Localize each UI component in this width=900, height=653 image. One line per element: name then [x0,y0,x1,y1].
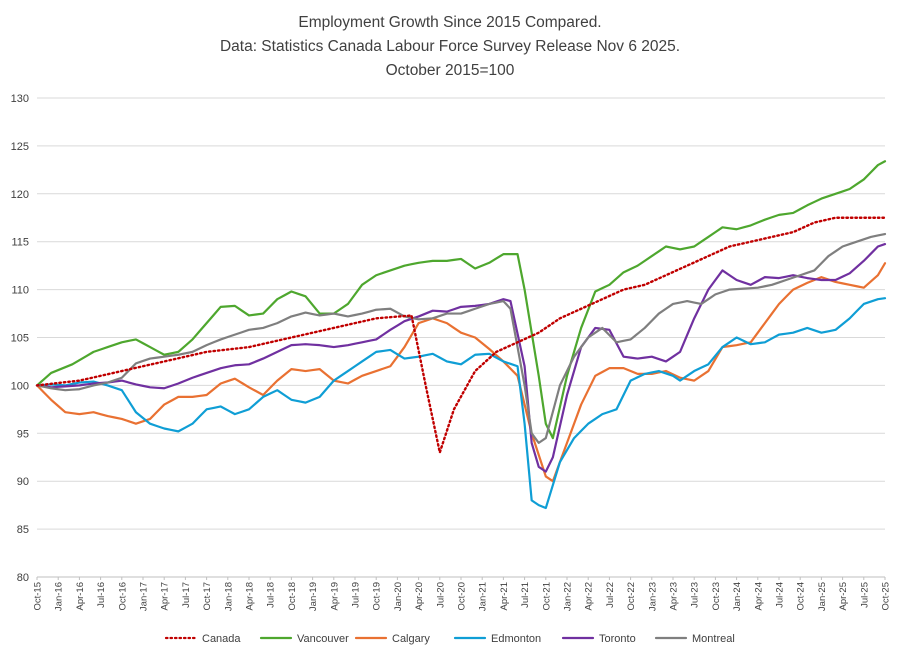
x-tick-label: Jul-25 [859,582,870,608]
y-tick-label: 105 [11,333,29,345]
x-tick-label: Jul-23 [690,582,701,608]
x-tick-label: Jan-20 [393,582,404,611]
y-tick-label: 125 [11,141,29,153]
x-tick-label: Jan-17 [139,582,150,611]
x-tick-label: Jan-22 [563,582,574,611]
x-tick-label: Oct-17 [202,582,213,611]
legend-label-montreal: Montreal [692,633,735,645]
x-tick-label: Jul-21 [520,582,531,608]
x-tick-label: Apr-20 [414,582,425,611]
x-tick-label: Oct-16 [117,582,128,611]
series-line-canada [35,216,887,454]
legend-label-calgary: Calgary [392,633,430,645]
chart-title-line-1: Employment Growth Since 2015 Compared. [298,14,601,31]
x-tick-label: Apr-21 [499,582,510,611]
y-tick-label: 115 [11,237,29,249]
y-tick-label: 85 [17,524,29,536]
legend-label-vancouver: Vancouver [297,633,349,645]
y-tick-label: 90 [17,476,29,488]
y-tick-label: 80 [17,572,29,584]
x-tick-label: Jul-20 [435,582,446,608]
legend: Canada Vancouver Calgary Edmonton Toronto Mon… [164,633,735,645]
x-tick-label: Jul-16 [96,582,107,608]
y-tick-label: 130 [11,93,29,105]
x-tick-label: Jan-16 [54,582,65,611]
x-tick-label: Oct-19 [372,582,383,611]
x-tick-label: Jul-17 [181,582,192,608]
x-tick-label: Apr-17 [160,582,171,611]
x-axis-ticks: Oct-15 Jan-16 Apr-16 Jul-16 Oct-16 Jan-17 Apr-… [33,577,892,611]
x-tick-label: Oct-23 [711,582,722,611]
series-line-calgary [35,262,887,483]
x-tick-label: Apr-24 [753,582,764,611]
x-tick-label: Jan-21 [478,582,489,611]
x-tick-label: Oct-15 [33,582,44,611]
x-tick-label: Jul-22 [605,582,616,608]
chart-title: Employment Growth Since 2015 Compared. D… [220,14,680,79]
series-line-montreal [35,232,887,444]
x-tick-label: Oct-18 [287,582,298,611]
x-tick-label: Jul-18 [266,582,277,608]
x-tick-label: Apr-18 [245,582,256,611]
series-line-toronto [35,243,887,473]
x-tick-label: Apr-22 [584,582,595,611]
y-tick-label: 110 [11,285,29,297]
series-lines [35,160,887,510]
x-tick-label: Jul-24 [775,582,786,608]
y-axis-ticks: 80 85 90 95 100 105 110 115 120 125 130 [11,93,29,584]
x-tick-label: Jan-25 [817,582,828,611]
x-tick-label: Jan-19 [308,582,319,611]
y-tick-label: 120 [11,189,29,201]
x-tick-label: Apr-25 [838,582,849,611]
gridlines [37,97,885,578]
x-tick-label: Jan-18 [223,582,234,611]
legend-label-canada: Canada [202,633,241,645]
x-tick-label: Oct-22 [626,582,637,611]
chart-title-line-2: Data: Statistics Canada Labour Force Sur… [220,38,680,55]
x-tick-label: Oct-20 [457,582,468,611]
x-tick-label: Jan-23 [647,582,658,611]
x-tick-label: Apr-19 [329,582,340,611]
y-tick-label: 100 [11,380,29,392]
x-tick-label: Jul-19 [351,582,362,608]
x-tick-label: Jan-24 [732,582,743,611]
legend-label-edmonton: Edmonton [491,633,541,645]
x-tick-label: Apr-16 [75,582,86,611]
y-tick-label: 95 [17,428,29,440]
x-tick-label: Oct-25 [881,582,892,611]
x-tick-label: Oct-24 [796,582,807,611]
x-tick-label: Apr-23 [669,582,680,611]
series-line-edmonton [35,297,887,510]
chart-title-line-3: October 2015=100 [386,62,515,79]
x-tick-label: Oct-21 [541,582,552,611]
series-line-vancouver [35,160,887,440]
legend-label-toronto: Toronto [599,633,636,645]
